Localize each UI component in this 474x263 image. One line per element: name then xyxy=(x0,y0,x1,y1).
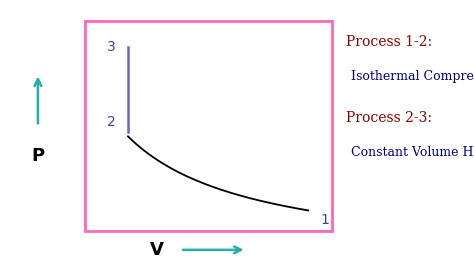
Text: P: P xyxy=(31,147,45,165)
Text: V: V xyxy=(149,241,164,259)
Text: Process 2-3:: Process 2-3: xyxy=(346,111,432,125)
Text: Process 1-2:: Process 1-2: xyxy=(346,35,432,49)
Text: Isothermal Compression: Isothermal Compression xyxy=(351,70,474,83)
FancyBboxPatch shape xyxy=(85,21,332,231)
Text: Constant Volume Heating: Constant Volume Heating xyxy=(351,146,474,159)
Text: 2: 2 xyxy=(108,115,116,129)
Text: 1: 1 xyxy=(320,213,329,227)
Text: 3: 3 xyxy=(108,40,116,54)
